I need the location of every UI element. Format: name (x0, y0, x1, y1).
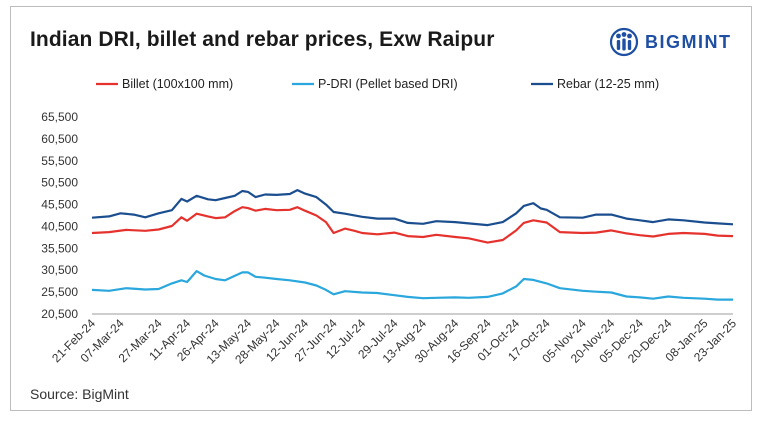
y-tick-label: 65,500 (41, 110, 78, 124)
y-tick-label: 50,500 (41, 176, 78, 190)
y-tick-label: 60,500 (41, 132, 78, 146)
y-tick-label: 30,500 (41, 263, 78, 277)
series-line-billet (91, 206, 734, 244)
brand-name: BIGMINT (645, 31, 732, 52)
y-tick-label: 35,500 (41, 241, 78, 255)
y-tick-label: 45,500 (41, 198, 78, 212)
y-tick-label: 40,500 (41, 219, 78, 233)
brand-logo: BIGMINT (609, 25, 732, 59)
legend-label: Billet (100x100 mm) (122, 77, 233, 91)
x-axis: 21-Feb-2407-Mar-2427-Mar-2411-Apr-2426-A… (49, 313, 739, 367)
legend-label: Rebar (12-25 mm) (557, 77, 659, 91)
chart-legend: Billet (100x100 mm) P-DRI (Pellet based D… (96, 77, 659, 91)
y-tick-label: 55,500 (41, 154, 78, 168)
y-tick-label: 25,500 (41, 285, 78, 299)
series-line-rebar (91, 189, 734, 227)
chart-frame (10, 6, 752, 411)
series-lines (91, 189, 734, 301)
source-note: Source: BigMint (30, 386, 129, 402)
chart-title: Indian DRI, billet and rebar prices, Exw… (30, 28, 495, 51)
y-tick-label: 20,500 (41, 307, 78, 321)
bigmint-logo-icon (609, 27, 639, 57)
legend-label: P-DRI (Pellet based DRI) (318, 77, 458, 91)
series-line-p-dri (91, 270, 733, 301)
y-axis: 20,500 25,500 30,500 35,500 40,500 45,500 50,5… (41, 110, 78, 321)
